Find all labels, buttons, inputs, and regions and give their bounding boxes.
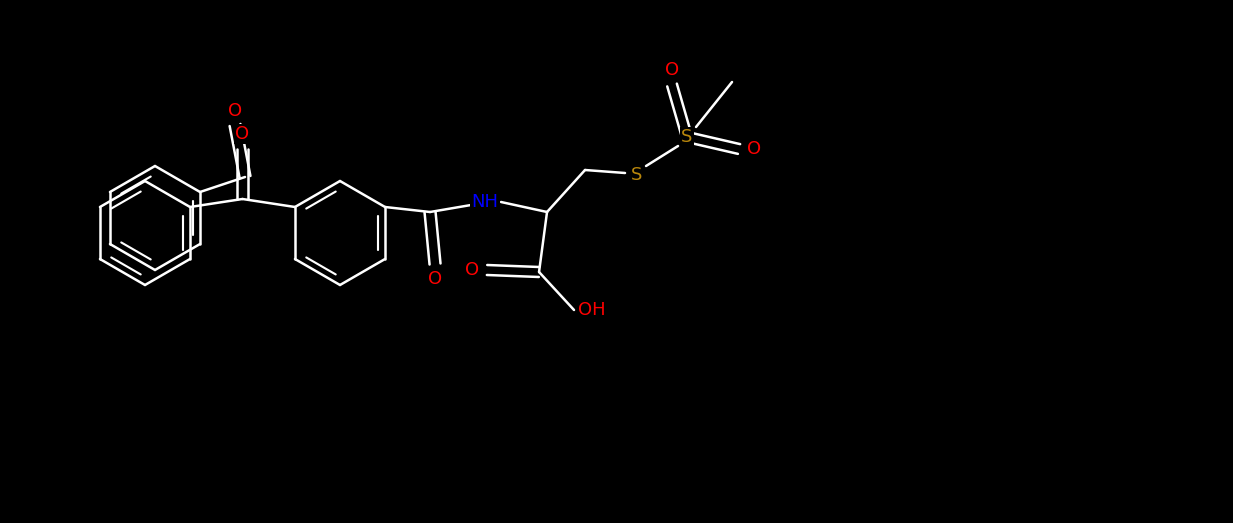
Text: O: O <box>465 261 480 279</box>
Text: OH: OH <box>578 301 605 319</box>
Text: NH: NH <box>471 193 498 211</box>
Text: O: O <box>236 125 249 143</box>
Text: O: O <box>665 61 679 79</box>
Text: S: S <box>631 166 642 184</box>
Text: S: S <box>682 128 693 146</box>
Text: O: O <box>228 102 242 120</box>
Text: O: O <box>428 270 443 288</box>
Text: O: O <box>747 140 761 158</box>
